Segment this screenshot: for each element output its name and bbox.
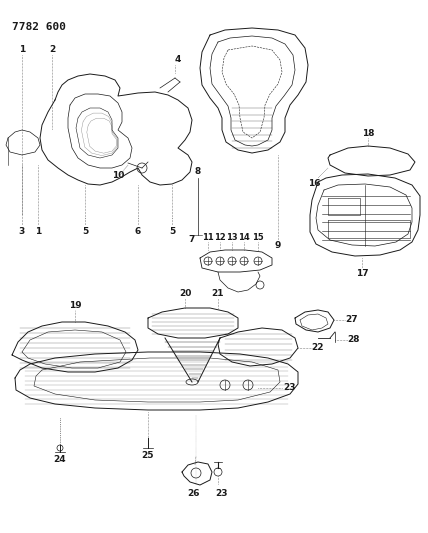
Text: 6: 6 bbox=[135, 228, 141, 237]
Text: 13: 13 bbox=[226, 232, 238, 241]
Text: 24: 24 bbox=[54, 456, 66, 464]
Text: 12: 12 bbox=[214, 232, 226, 241]
Text: 3: 3 bbox=[19, 228, 25, 237]
Text: 17: 17 bbox=[356, 270, 369, 279]
Text: 5: 5 bbox=[82, 228, 88, 237]
Text: 23: 23 bbox=[284, 384, 296, 392]
Text: 10: 10 bbox=[112, 172, 124, 181]
Text: 25: 25 bbox=[142, 451, 154, 461]
Text: 7: 7 bbox=[189, 236, 195, 245]
Text: 1: 1 bbox=[19, 45, 25, 54]
Text: 21: 21 bbox=[212, 289, 224, 298]
Text: 26: 26 bbox=[188, 489, 200, 497]
Text: 7782 600: 7782 600 bbox=[12, 22, 66, 32]
Text: 14: 14 bbox=[238, 232, 250, 241]
Text: 11: 11 bbox=[202, 232, 214, 241]
Text: 20: 20 bbox=[179, 289, 191, 298]
Text: 1: 1 bbox=[35, 228, 41, 237]
Text: 2: 2 bbox=[49, 45, 55, 54]
Text: 8: 8 bbox=[195, 167, 201, 176]
Text: 5: 5 bbox=[169, 228, 175, 237]
Text: 28: 28 bbox=[348, 335, 360, 344]
Text: 15: 15 bbox=[252, 232, 264, 241]
Text: 22: 22 bbox=[312, 343, 324, 352]
Text: 23: 23 bbox=[216, 489, 228, 497]
Text: 18: 18 bbox=[362, 130, 374, 139]
Text: 16: 16 bbox=[308, 180, 320, 189]
Text: 9: 9 bbox=[275, 241, 281, 251]
Text: 4: 4 bbox=[175, 55, 181, 64]
Text: 27: 27 bbox=[346, 316, 358, 325]
Text: 19: 19 bbox=[68, 302, 81, 311]
